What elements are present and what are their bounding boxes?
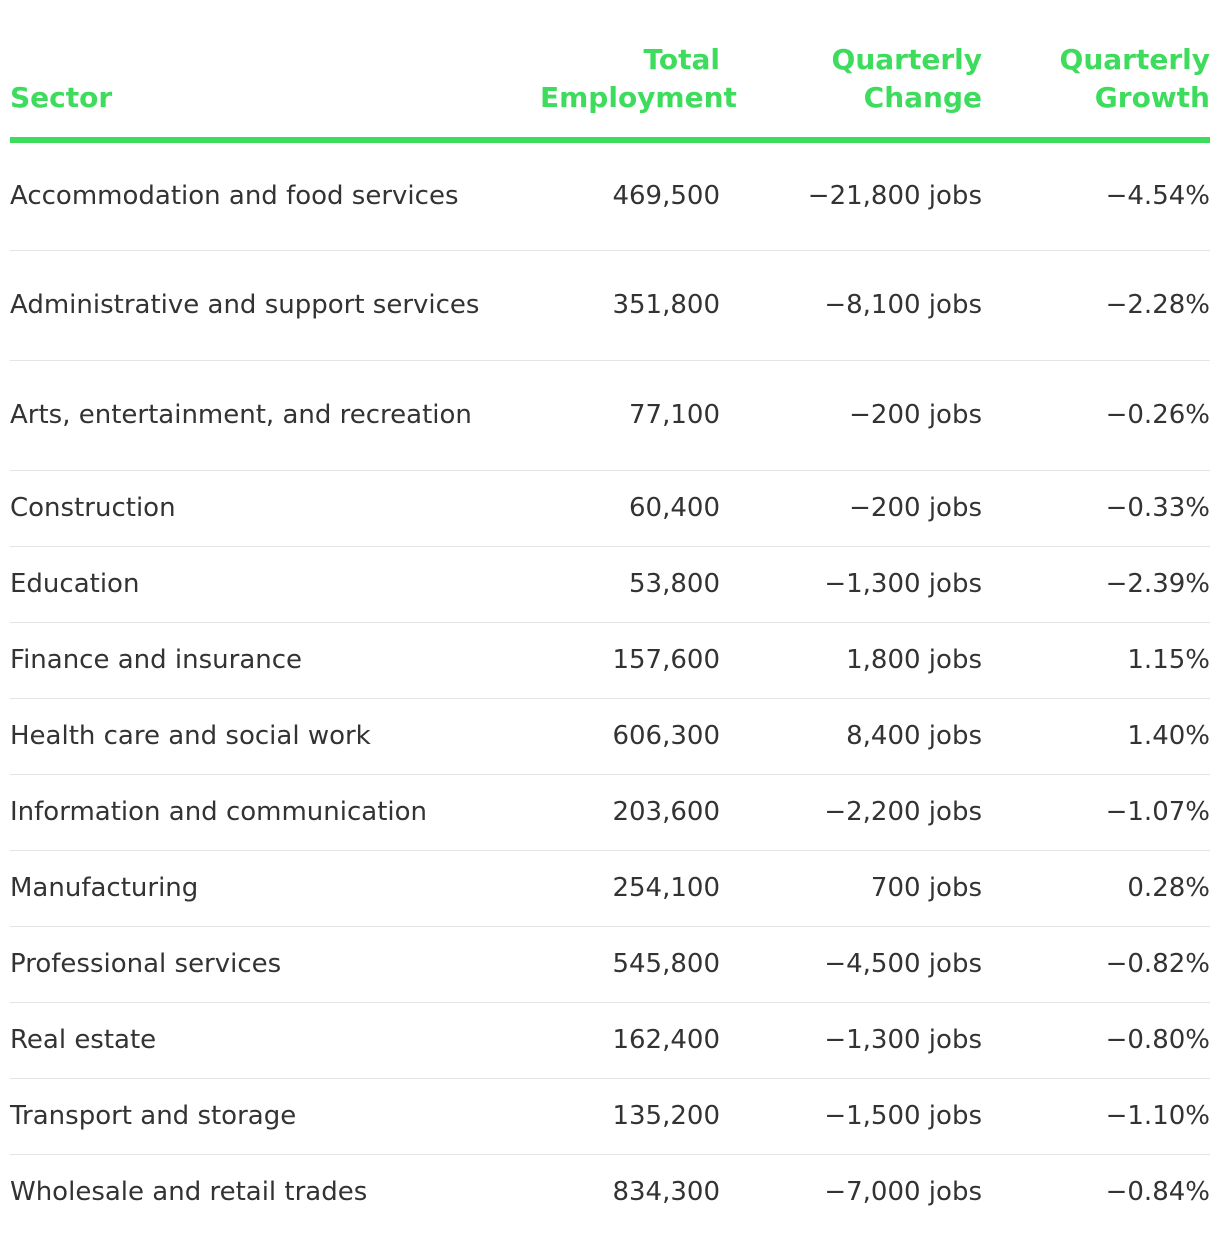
cell-total-employment: 834,300: [612, 1177, 720, 1208]
cell-sector: Accommodation and food services: [10, 140, 540, 251]
cell-sector: Construction: [10, 470, 540, 547]
cell-quarterly-growth: −0.84%: [1105, 1177, 1210, 1208]
cell-quarterly-change: −7,000 jobs: [824, 1177, 982, 1208]
cell-total-employment: 203,600: [540, 774, 720, 851]
cell-quarterly-change: −1,300 jobs: [720, 546, 982, 623]
cell-quarterly-growth: −2.28%: [982, 250, 1210, 361]
cell-quarterly-change: −1,300 jobs: [720, 1002, 982, 1079]
cell-sector: Education: [10, 546, 540, 623]
table-row: Transport and storage 135,200 −1,500 job…: [10, 1078, 1210, 1155]
table-row: Arts, entertainment, and recreation 77,1…: [10, 360, 1210, 471]
cell-total-employment: 77,100: [540, 360, 720, 471]
cell-quarterly-change: −2,200 jobs: [720, 774, 982, 851]
cell-total-employment: 351,800: [540, 250, 720, 361]
cell-quarterly-change: 8,400 jobs: [720, 698, 982, 775]
cell-sector: Administrative and support services: [10, 250, 540, 361]
table-row: Professional services 545,800 −4,500 job…: [10, 926, 1210, 1003]
header-row: Sector Total Employment Quarterly Change…: [10, 0, 1210, 143]
cell-sector: Transport and storage: [10, 1078, 540, 1155]
cell-quarterly-growth: −1.07%: [982, 774, 1210, 851]
cell-total-employment: 135,200: [540, 1078, 720, 1155]
cell-quarterly-change: −8,100 jobs: [720, 250, 982, 361]
cell-sector: Professional services: [10, 926, 540, 1003]
table-body: Accommodation and food services 469,500 …: [10, 140, 1210, 1230]
cell-quarterly-growth: −4.54%: [982, 140, 1210, 251]
table-row: Wholesale and retail trades 834,300 −7,0…: [10, 1154, 1210, 1230]
cell-total-employment: 162,400: [540, 1002, 720, 1079]
header-total-employment: Total Employment: [540, 0, 737, 143]
table-row: Health care and social work 606,300 8,40…: [10, 698, 1210, 775]
cell-total-employment: 60,400: [540, 470, 720, 547]
table-row: Information and communication 203,600 −2…: [10, 774, 1210, 851]
cell-quarterly-growth: 1.15%: [982, 622, 1210, 699]
cell-total-employment: 545,800: [540, 926, 720, 1003]
cell-sector: Information and communication: [10, 774, 540, 851]
header-sector: Sector: [10, 0, 540, 143]
cell-quarterly-growth: −1.10%: [982, 1078, 1210, 1155]
cell-quarterly-change: 700 jobs: [720, 850, 982, 927]
table-row: Education 53,800 −1,300 jobs −2.39%: [10, 546, 1210, 623]
employment-table-container: Sector Total Employment Quarterly Change…: [10, 0, 1210, 1230]
cell-quarterly-growth: −2.39%: [982, 546, 1210, 623]
table-row: Administrative and support services 351,…: [10, 250, 1210, 361]
cell-quarterly-change: −200 jobs: [720, 360, 982, 471]
cell-quarterly-change: −1,500 jobs: [720, 1078, 982, 1155]
table-row: Construction 60,400 −200 jobs −0.33%: [10, 470, 1210, 547]
table-row: Accommodation and food services 469,500 …: [10, 140, 1210, 251]
table-header: Sector Total Employment Quarterly Change…: [10, 0, 1210, 143]
cell-sector: Real estate: [10, 1002, 540, 1079]
cell-quarterly-growth: −0.33%: [982, 470, 1210, 547]
cell-total-employment: 157,600: [540, 622, 720, 699]
cell-quarterly-growth: −0.80%: [982, 1002, 1210, 1079]
table-row: Real estate 162,400 −1,300 jobs −0.80%: [10, 1002, 1210, 1079]
cell-sector: Health care and social work: [10, 698, 540, 775]
cell-sector: Finance and insurance: [10, 622, 540, 699]
cell-quarterly-change: 1,800 jobs: [720, 622, 982, 699]
header-quarterly-growth: Quarterly Growth: [982, 0, 1210, 143]
cell-total-employment: 606,300: [540, 698, 720, 775]
cell-total-employment: 469,500: [540, 140, 720, 251]
cell-quarterly-change: −4,500 jobs: [720, 926, 982, 1003]
header-quarterly-change: Quarterly Change: [720, 0, 982, 143]
table-row: Manufacturing 254,100 700 jobs 0.28%: [10, 850, 1210, 927]
cell-sector: Manufacturing: [10, 850, 540, 927]
cell-quarterly-change: −21,800 jobs: [720, 140, 982, 251]
employment-table: Sector Total Employment Quarterly Change…: [10, 0, 1210, 1230]
cell-quarterly-change: −200 jobs: [720, 470, 982, 547]
cell-quarterly-growth: 0.28%: [982, 850, 1210, 927]
cell-quarterly-growth: 1.40%: [982, 698, 1210, 775]
cell-quarterly-growth: −0.82%: [982, 926, 1210, 1003]
cell-total-employment: 53,800: [540, 546, 720, 623]
cell-sector: Wholesale and retail trades: [10, 1177, 368, 1208]
cell-quarterly-growth: −0.26%: [982, 360, 1210, 471]
cell-total-employment: 254,100: [540, 850, 720, 927]
table-row: Finance and insurance 157,600 1,800 jobs…: [10, 622, 1210, 699]
cell-sector: Arts, entertainment, and recreation: [10, 360, 540, 471]
